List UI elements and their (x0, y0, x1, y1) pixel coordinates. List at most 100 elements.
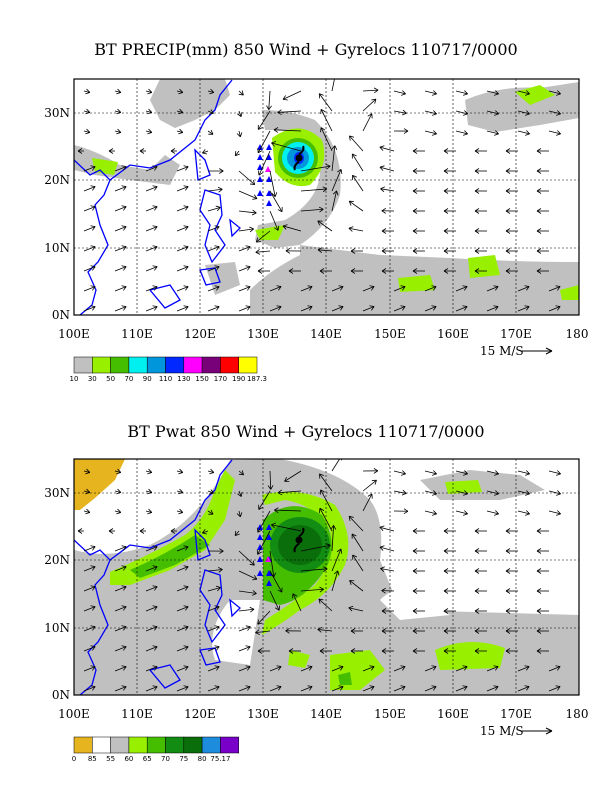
wind-arrow (331, 685, 344, 692)
colorbar-label: 55 (106, 755, 115, 763)
wind-arrow (351, 533, 364, 552)
wind-arrow (348, 515, 364, 532)
wind-arrow (393, 665, 406, 672)
wind-arrow (536, 628, 549, 634)
wind-arrow (330, 525, 337, 552)
wind-arrow (443, 168, 456, 174)
wind-arrow (536, 228, 549, 234)
wind-arrow (412, 528, 425, 534)
wind-arrow (317, 247, 333, 253)
wind-arrow (474, 148, 487, 154)
colorbar-swatch (92, 736, 111, 754)
wind-arrow (300, 665, 313, 672)
wind-arrow (393, 285, 406, 292)
wind-arrow (455, 90, 468, 96)
wind-arrow (536, 608, 549, 614)
wind-arrow (145, 265, 158, 272)
wind-arrow (381, 628, 394, 634)
wind-arrow (238, 685, 251, 692)
wind-arrow (176, 165, 189, 172)
wind-arrow (145, 108, 153, 115)
wind-arrow (236, 130, 243, 138)
wind-arrow (536, 588, 549, 594)
wind-arrow (176, 685, 189, 692)
wind-arrow (455, 130, 468, 136)
wind-arrow (83, 88, 91, 95)
wind-arrow (269, 685, 282, 692)
colorbar-label: 187.3 (247, 375, 267, 383)
wind-arrow (517, 90, 530, 96)
wind-arrow (238, 190, 258, 200)
precip-wind-vectors (77, 79, 561, 312)
wind-arrow (474, 168, 487, 174)
wind-arrow (381, 208, 395, 214)
wind-arrow (517, 665, 530, 672)
wind-arrow (176, 88, 184, 95)
wind-arrow (236, 510, 243, 518)
wind-arrow (234, 530, 240, 536)
wind-arrow (474, 648, 487, 654)
wind-arrow (207, 109, 214, 115)
wind-arrow (145, 285, 158, 292)
wind-arrow (83, 265, 96, 272)
wind-arrow (424, 490, 437, 496)
wind-arrow (176, 665, 189, 672)
x-tick-label: 110E (121, 707, 153, 721)
wind-arrow (348, 226, 364, 232)
wind-arrow (83, 585, 96, 592)
wind-arrow (517, 305, 530, 312)
wind-arrow (176, 585, 189, 592)
pwat-vector-scale: 15 M/S (480, 724, 553, 738)
wind-arrow (412, 628, 425, 634)
wind-arrow (331, 145, 338, 172)
wind-arrow (267, 470, 274, 490)
wind-arrow (548, 305, 561, 312)
wind-arrow (269, 170, 278, 197)
wind-arrow (83, 185, 96, 192)
wind-arrow (285, 248, 302, 254)
wind-arrow (257, 130, 271, 154)
wind-arrow (207, 186, 223, 193)
wind-arrow (317, 627, 333, 633)
wind-arrow (393, 128, 409, 134)
wind-arrow (176, 205, 189, 212)
wind-arrow (145, 508, 153, 515)
wind-arrow (331, 570, 340, 592)
y-tick-label: 10N (44, 241, 70, 255)
wind-arrow (238, 590, 257, 596)
wind-arrow (238, 645, 251, 652)
wind-arrow (207, 88, 215, 95)
wind-arrow (238, 245, 251, 252)
wind-arrow (145, 625, 158, 632)
wind-arrow (108, 148, 115, 154)
wind-arrow (443, 628, 456, 634)
wind-arrow (393, 489, 407, 496)
wind-arrow (282, 90, 302, 101)
wind-arrow (318, 93, 333, 112)
wind-arrow (266, 90, 272, 110)
wind-arrow (412, 568, 425, 574)
wind-arrow (269, 665, 282, 672)
x-tick-label: 170E (500, 707, 532, 721)
wind-arrow (83, 665, 96, 672)
wind-arrow (412, 268, 425, 274)
wind-arrow (362, 468, 379, 474)
colorbar-label: 190 (232, 375, 245, 383)
wind-arrow (176, 305, 189, 312)
colorbar-label: 50 (106, 375, 115, 383)
wind-arrow (536, 648, 549, 654)
wind-arrow (256, 530, 271, 555)
colorbar-label: 10 (70, 375, 79, 383)
wind-arrow (379, 145, 395, 152)
wind-arrow (393, 305, 406, 312)
wind-arrow (114, 468, 122, 475)
wind-arrow (114, 665, 127, 672)
wind-arrow (517, 490, 530, 496)
wind-arrow (362, 87, 379, 94)
wind-arrow (424, 470, 437, 476)
wind-arrow (536, 168, 549, 174)
wind-arrow (207, 665, 220, 672)
wind-arrow (300, 285, 313, 292)
wind-arrow (486, 110, 499, 116)
x-tick-label: 120E (184, 327, 216, 341)
